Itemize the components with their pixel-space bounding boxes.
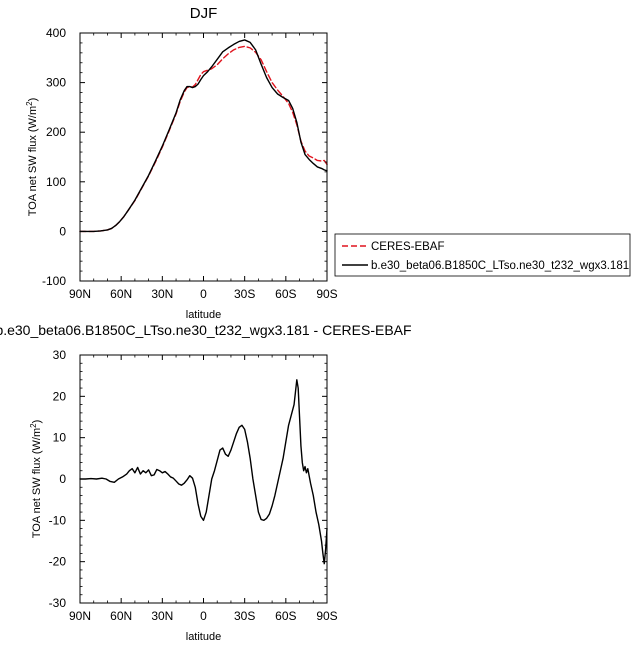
- bottom-chart-y-tick-label: 20: [53, 389, 67, 403]
- top-chart-x-tick-label: 60N: [110, 287, 132, 301]
- top-chart-title: DJF: [190, 5, 218, 22]
- top-chart-x-tick-label: 90S: [316, 287, 337, 301]
- top-chart-x-tick-label: 0: [200, 287, 207, 301]
- bottom-chart-y-tick-label: -20: [49, 555, 67, 569]
- top-chart-y-tick-label: 300: [46, 76, 66, 90]
- bottom-chart: b.e30_beta06.B1850C_LTso.ne30_t232_wgx3.…: [0, 322, 412, 643]
- top-chart-y-tick-label: 400: [46, 26, 66, 40]
- bottom-chart-x-tick-label: 30S: [234, 609, 255, 623]
- top-chart-x-tick-label: 60S: [275, 287, 296, 301]
- legend-label-model: b.e30_beta06.B1850C_LTso.ne30_t232_wgx3.…: [371, 260, 629, 272]
- bottom-chart-x-tick-label: 60S: [275, 609, 296, 623]
- bottom-chart-title: b.e30_beta06.B1850C_LTso.ne30_t232_wgx3.…: [0, 322, 412, 338]
- bottom-chart-y-tick-label: -10: [49, 513, 67, 527]
- legend-box: [334, 233, 631, 277]
- top-chart-series-layer: [79, 39, 328, 233]
- bottom-chart-x-tick-label: 0: [200, 609, 207, 623]
- top-chart-plot-frame: [79, 32, 328, 282]
- top-chart-y-tick-label: -100: [42, 274, 66, 288]
- bottom-chart-x-tick-label: 90N: [69, 609, 91, 623]
- bottom-chart-x-axis-label: latitude: [186, 631, 221, 643]
- top-chart-x-tick-label: 30S: [234, 287, 255, 301]
- bottom-chart-y-tick-label: 10: [53, 431, 67, 445]
- top-chart-x-tick-label: 90N: [69, 287, 91, 301]
- bottom-chart-series-layer: [79, 379, 328, 565]
- bottom-chart-y-tick-label: 30: [53, 348, 67, 362]
- bottom-chart-ticks: 90N 60N 30N 0 30S 60S 90S -30 -20 -10 0 10 20 30: [49, 348, 338, 623]
- bottom-chart-y-axis-label: TOA net SW flux (W/m2): [29, 420, 43, 539]
- bottom-chart-series-line-0: [79, 379, 328, 565]
- bottom-chart-y-tick-label: -30: [49, 596, 67, 610]
- bottom-chart-x-tick-label: 30N: [151, 609, 173, 623]
- top-chart-y-tick-label: 200: [46, 125, 66, 139]
- top-chart-y-tick-label: 100: [46, 175, 66, 189]
- top-chart-y-tick-label: 0: [59, 224, 66, 238]
- top-chart-series-line-1: [79, 39, 328, 233]
- bottom-chart-x-tick-label: 90S: [316, 609, 337, 623]
- top-chart-x-tick-label: 30N: [151, 287, 173, 301]
- top-chart: DJF 90N 60N 30N 0 30S 60S 90S -100 0 100 200 300 400…: [25, 5, 631, 321]
- bottom-chart-plot-frame: [79, 354, 328, 604]
- top-chart-x-axis-label: latitude: [186, 309, 221, 321]
- legend: CERES-EBAF b.e30_beta06.B1850C_LTso.ne30…: [334, 233, 631, 277]
- top-chart-ticks: 90N 60N 30N 0 30S 60S 90S -100 0 100 200 300 400: [42, 26, 338, 301]
- legend-label-ceres: CERES-EBAF: [371, 241, 445, 253]
- top-chart-y-axis-label: TOA net SW flux (W/m2): [25, 98, 39, 217]
- top-chart-series-line-0: [79, 45, 328, 233]
- bottom-chart-x-tick-label: 60N: [110, 609, 132, 623]
- bottom-chart-y-tick-label: 0: [59, 472, 66, 486]
